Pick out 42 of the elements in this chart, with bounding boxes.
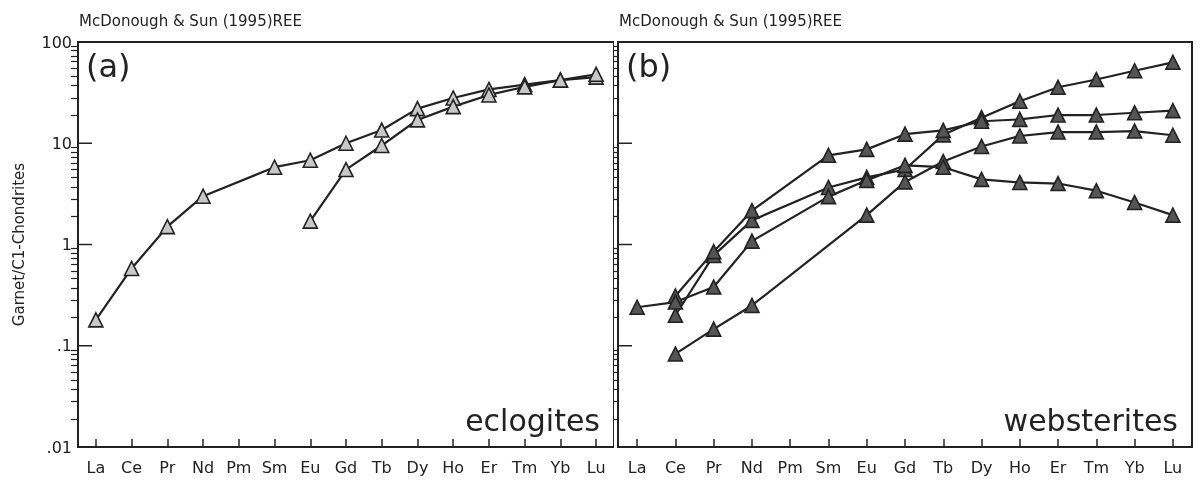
x-tick-label: Tm: [1082, 457, 1110, 477]
x-tick-label: Ho: [442, 457, 465, 477]
y-tick-label: 1: [61, 235, 72, 254]
x-tick-label: Gd: [334, 457, 358, 477]
y-tick-label: .1: [56, 336, 72, 356]
annotation: websterites: [1003, 402, 1178, 438]
y-tick-label: 10: [51, 133, 72, 153]
x-tick-label: Ho: [1008, 457, 1031, 477]
x-tick-label: Nd: [192, 457, 215, 477]
x-tick-label: Pr: [159, 457, 176, 477]
x-tick-label: Pr: [705, 457, 723, 477]
x-tick-label: Gd: [893, 457, 917, 477]
x-tick-label: Tm: [510, 457, 538, 477]
x-tick-label: Eu: [300, 457, 321, 477]
x-tick-label: La: [86, 457, 106, 477]
x-tick-label: Lu: [586, 457, 606, 477]
x-tick-label: Dy: [970, 457, 993, 477]
annotation: eclogites: [465, 402, 601, 438]
y-tick-label: 100: [41, 32, 72, 52]
x-tick-label: Ce: [664, 457, 686, 477]
x-tick-label: Sm: [261, 457, 288, 477]
x-tick-label: Yb: [549, 457, 571, 477]
x-tick-label: Ce: [121, 457, 143, 477]
x-tick-label: Tb: [932, 457, 954, 477]
x-tick-label: La: [627, 457, 647, 477]
x-tick-label: Pm: [777, 457, 803, 477]
annotation: (b): [626, 47, 672, 85]
y-tick-label: .01: [46, 437, 72, 457]
x-tick-label: Lu: [1163, 457, 1183, 477]
x-tick-label: Sm: [815, 457, 842, 477]
x-tick-label: Yb: [1123, 457, 1145, 477]
y-axis-title: Garnet/C1-Chondrites: [9, 162, 28, 327]
chart-title: McDonough & Sun (1995)REE: [79, 11, 302, 30]
annotation: (a): [86, 47, 131, 85]
x-tick-label: Nd: [740, 457, 763, 477]
chart-title: McDonough & Sun (1995)REE: [619, 11, 842, 30]
x-tick-label: Eu: [856, 457, 877, 477]
x-tick-label: Er: [1049, 457, 1067, 477]
x-tick-label: Pm: [226, 457, 252, 477]
x-tick-label: Tb: [370, 457, 392, 477]
x-tick-label: Er: [480, 457, 498, 477]
x-tick-label: Dy: [406, 457, 429, 477]
